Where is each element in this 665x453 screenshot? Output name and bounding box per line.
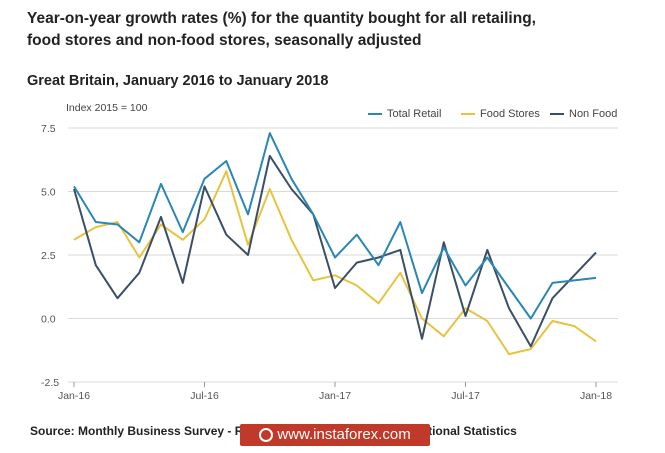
index-note: Index 2015 = 100 (66, 102, 148, 114)
series-line-total-retail (73, 132, 597, 320)
x-tick-label: Jan-16 (58, 390, 90, 402)
legend-label: Food Stores (480, 108, 540, 120)
chart-title: Year-on-year growth rates (%) for the qu… (27, 8, 647, 52)
y-tick-label: 2.5 (41, 250, 56, 262)
y-tick-label: 0.0 (41, 314, 56, 326)
title-line-2: food stores and non-food stores, seasona… (27, 32, 422, 49)
legend-swatch (368, 113, 382, 115)
series-line-non-food (73, 154, 597, 348)
series-line-food-stores (73, 170, 597, 356)
y-tick-label: 5.0 (41, 187, 56, 199)
legend-item-total-retail: Total Retail (368, 108, 441, 120)
legend-swatch (461, 113, 475, 115)
x-tick-label: Jan-17 (319, 390, 351, 402)
title-line-1: Year-on-year growth rates (%) for the qu… (27, 10, 536, 27)
x-tick-label: Jan-18 (580, 390, 612, 402)
legend-label: Total Retail (387, 108, 442, 120)
legend-label: Non Food (569, 108, 618, 120)
x-tick-label: Jul-17 (451, 390, 480, 402)
watermark-text: www.instaforex.com (277, 426, 411, 443)
y-tick-label: 7.5 (41, 123, 56, 135)
chart-subtitle: Great Britain, January 2016 to January 2… (27, 73, 329, 89)
y-tick-label: -2.5 (41, 377, 59, 389)
watermark-badge: www.instaforex.com (240, 424, 430, 446)
x-tick-label: Jul-16 (190, 390, 219, 402)
legend-swatch (550, 113, 564, 115)
legend-item-food-stores: Food Stores (461, 108, 540, 120)
legend-item-non-food: Non Food (550, 108, 617, 120)
watermark-icon (259, 428, 274, 443)
